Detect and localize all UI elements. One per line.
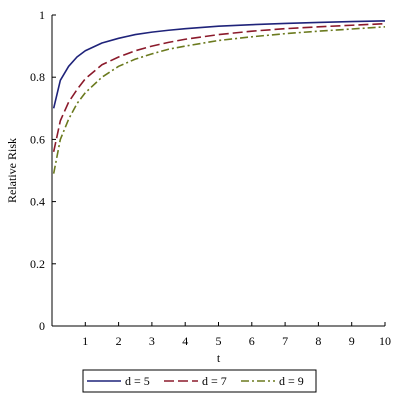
x-tick-label: 4 xyxy=(182,334,188,348)
x-ticks: 1 2 3 4 5 6 7 8 9 10 xyxy=(82,322,391,348)
x-tick-label: 10 xyxy=(379,334,391,348)
x-tick-label: 8 xyxy=(315,334,321,348)
y-ticks: 0 0.2 0.4 0.6 0.8 1 xyxy=(30,8,56,333)
axes xyxy=(51,15,385,327)
y-tick-label: 0.4 xyxy=(30,195,45,209)
x-tick-label: 3 xyxy=(149,334,155,348)
x-tick-label: 9 xyxy=(349,334,355,348)
x-axis-title: t xyxy=(217,351,221,365)
y-axis-title: Relative Risk xyxy=(5,138,19,203)
series-line-3 xyxy=(52,26,386,174)
y-tick-label: 0 xyxy=(39,319,45,333)
x-tick-label: 6 xyxy=(249,334,255,348)
y-tick-label: 0.8 xyxy=(30,70,45,84)
x-tick-label: 1 xyxy=(82,334,88,348)
series-line-1 xyxy=(52,20,386,109)
x-tick-label: 2 xyxy=(116,334,122,348)
plot-lines xyxy=(52,20,386,174)
legend-label-3: d = 9 xyxy=(279,374,304,388)
x-tick-label: 5 xyxy=(216,334,222,348)
legend: d = 5 d = 7 d = 9 xyxy=(82,369,317,393)
y-tick-label: 0.2 xyxy=(30,257,45,271)
legend-label-1: d = 5 xyxy=(125,374,150,388)
series-line-2 xyxy=(52,22,386,153)
legend-box xyxy=(82,369,317,393)
y-tick-label: 0.6 xyxy=(30,132,45,146)
x-tick-label: 7 xyxy=(282,334,288,348)
y-tick-label: 1 xyxy=(39,8,45,22)
legend-label-2: d = 7 xyxy=(202,374,227,388)
legend-items: d = 5 d = 7 d = 9 xyxy=(87,374,304,388)
